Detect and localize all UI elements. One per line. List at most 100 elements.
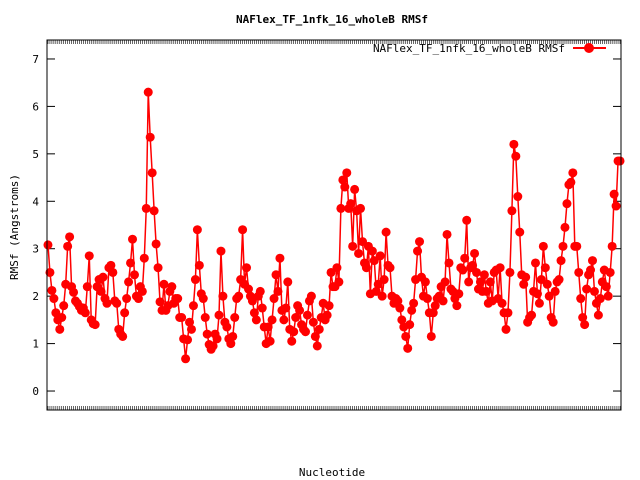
data-point (334, 277, 344, 287)
data-point (183, 335, 193, 345)
data-point (137, 286, 147, 296)
data-point (90, 320, 100, 330)
data-point (511, 151, 521, 161)
data-point (295, 305, 305, 315)
data-point (198, 294, 208, 304)
data-point (312, 341, 322, 351)
data-point (194, 260, 204, 270)
data-point (479, 270, 489, 280)
data-point (106, 260, 116, 270)
data-point (415, 237, 425, 247)
data-point (509, 139, 519, 149)
data-point (265, 336, 275, 346)
data-point (462, 215, 472, 225)
data-point (468, 260, 478, 270)
data-point (69, 287, 79, 297)
data-point (497, 298, 507, 308)
data-point (122, 294, 132, 304)
data-point (45, 267, 55, 277)
data-point (346, 199, 356, 209)
data-point (149, 206, 159, 216)
data-point (340, 182, 350, 192)
data-point (409, 298, 419, 308)
data-point (63, 241, 73, 251)
data-point (120, 308, 130, 318)
data-point (242, 263, 252, 273)
data-point (381, 227, 391, 237)
data-point (377, 291, 387, 301)
data-point (395, 303, 405, 313)
data-point (230, 313, 240, 322)
data-point (505, 267, 515, 277)
data-point (153, 263, 163, 273)
legend-marker (584, 43, 594, 53)
data-point (308, 317, 318, 327)
data-point (454, 289, 464, 299)
data-point (452, 301, 462, 311)
data-point (354, 248, 364, 258)
y-axis-ticks: 0 1 2 3 4 5 6 7 (32, 53, 621, 398)
data-point (407, 305, 417, 315)
data-point (80, 308, 90, 318)
data-point (126, 258, 136, 268)
data-point (314, 324, 324, 334)
x-axis-label: Nucleotide (299, 466, 365, 479)
data-point (306, 291, 316, 301)
data-point (611, 201, 621, 211)
data-point (267, 315, 277, 325)
data-point (576, 294, 586, 304)
data-point (367, 246, 377, 256)
data-point (324, 301, 334, 311)
data-point (580, 320, 590, 330)
data-point (438, 296, 448, 306)
data-point (147, 168, 157, 178)
data-point (128, 234, 138, 244)
data-point (440, 277, 450, 287)
data-point (151, 239, 161, 249)
data-point (481, 286, 491, 296)
data-point (458, 265, 468, 275)
data-point (401, 331, 411, 341)
data-point (173, 294, 183, 304)
legend-label: NAFlex_TF_1nfk_16_wholeB RMSf (373, 42, 565, 55)
data-point (332, 263, 342, 273)
data-point (289, 327, 299, 337)
data-point (228, 331, 238, 341)
data-point (188, 301, 198, 311)
x-axis-ticks (47, 40, 621, 410)
data-point (444, 258, 454, 268)
data-point (291, 313, 301, 322)
data-point (283, 277, 293, 287)
data-point (495, 263, 505, 273)
data-point (49, 294, 59, 304)
data-point (47, 285, 57, 295)
data-point (273, 286, 283, 296)
data-point (129, 270, 139, 280)
data-point (426, 331, 436, 341)
data-point (167, 282, 177, 292)
data-point (521, 272, 531, 282)
data-point (133, 294, 143, 304)
data-point (532, 289, 542, 299)
data-point (108, 267, 118, 277)
data-point (527, 310, 537, 320)
data-point (202, 329, 212, 339)
data-point (279, 315, 289, 325)
data-point (155, 297, 165, 307)
data-point (350, 184, 360, 194)
y-tick-label: 6 (32, 100, 39, 113)
data-point (124, 277, 134, 287)
data-point (222, 322, 232, 332)
data-point (238, 225, 248, 235)
data-point (255, 286, 265, 296)
data-point (601, 282, 611, 292)
data-point (177, 313, 187, 322)
data-point (269, 294, 279, 304)
data-point (588, 256, 597, 266)
data-point (310, 331, 320, 341)
data-point (513, 192, 523, 202)
data-point (55, 324, 65, 334)
data-point (96, 286, 106, 296)
data-point (98, 272, 108, 282)
data-point (214, 310, 224, 320)
